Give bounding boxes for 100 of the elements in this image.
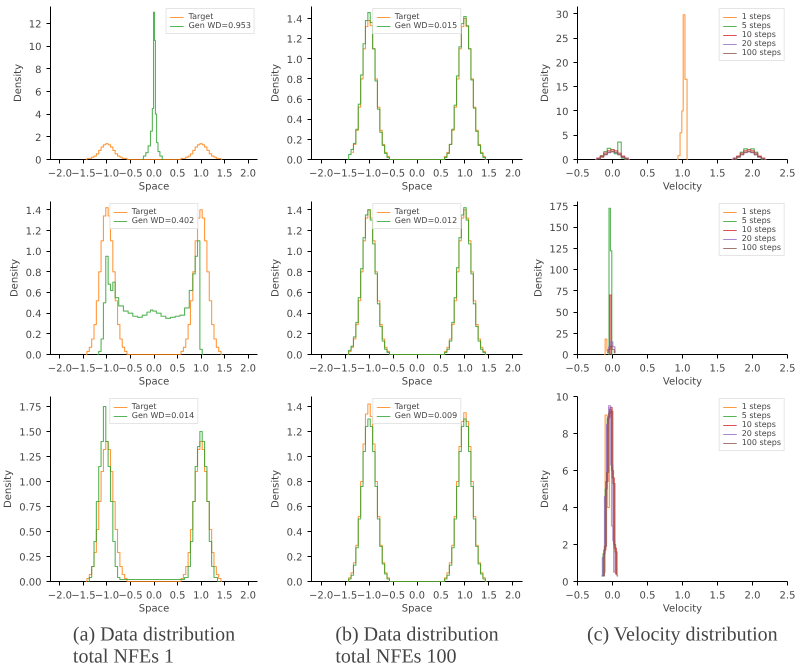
y-tick-label: 0.6 bbox=[26, 288, 42, 300]
legend-label: 10 steps bbox=[742, 30, 776, 39]
x-tick-label: −0.5 bbox=[380, 364, 406, 374]
x-axis-title: Velocity bbox=[662, 376, 702, 388]
legend-label: Gen WD=0.402 bbox=[132, 216, 194, 225]
legend-label: 100 steps bbox=[742, 48, 781, 57]
x-tick-label: 2.0 bbox=[504, 364, 521, 374]
x-tick-label: 0.5 bbox=[433, 168, 449, 180]
y-tick-label: 0.8 bbox=[286, 478, 303, 488]
y-tick-label: 0.0 bbox=[286, 156, 303, 166]
x-tick-label: 1.0 bbox=[193, 364, 209, 374]
x-tick-label: 2.0 bbox=[744, 364, 760, 374]
y-tick-label: 1.2 bbox=[286, 428, 303, 438]
x-tick-label: −0.5 bbox=[380, 590, 406, 602]
x-tick-label: −1.5 bbox=[332, 590, 358, 602]
y-tick-label: 1.4 bbox=[26, 206, 42, 217]
y-tick-label: 50 bbox=[556, 308, 569, 319]
x-tick-label: 1.0 bbox=[193, 590, 209, 602]
legend-label: Target bbox=[394, 207, 420, 216]
y-tick-label: 6 bbox=[35, 88, 42, 98]
x-tick-label: −1.5 bbox=[332, 168, 358, 180]
x-tick-label: 0.5 bbox=[640, 364, 656, 374]
y-tick-label: 25 bbox=[556, 34, 569, 46]
x-tick-label: 1.0 bbox=[193, 168, 209, 180]
legend-label: 5 steps bbox=[742, 21, 771, 30]
text: (b) Data distribution total NFEs 100 bbox=[335, 624, 499, 668]
legend-label: Target bbox=[394, 12, 420, 21]
y-axis-title: Density bbox=[12, 64, 24, 102]
x-axis-title: Space bbox=[402, 376, 432, 388]
x-tick-label: −1.0 bbox=[356, 364, 382, 374]
legend-label: Gen WD=0.953 bbox=[188, 21, 251, 30]
y-tick-label: 175 bbox=[549, 202, 569, 213]
y-tick-label: 75 bbox=[556, 286, 569, 298]
x-tick-label: 1.0 bbox=[457, 364, 473, 374]
legend-label: Gen WD=0.009 bbox=[394, 411, 458, 420]
x-axis-title: Space bbox=[402, 604, 432, 614]
x-tick-label: −1.0 bbox=[356, 168, 382, 180]
x-axis-title: Velocity bbox=[662, 182, 702, 192]
y-tick-label: 2 bbox=[562, 540, 569, 552]
y-tick-label: 10 bbox=[28, 42, 42, 54]
y-tick-label: 2 bbox=[35, 132, 42, 144]
y-tick-label: 5 bbox=[562, 131, 569, 142]
y-tick-label: 0.8 bbox=[26, 268, 42, 279]
x-tick-label: 1.0 bbox=[674, 168, 690, 180]
x-tick-label: −0.5 bbox=[565, 168, 590, 180]
y-tick-label: 1.0 bbox=[286, 452, 303, 464]
y-tick-label: 20 bbox=[556, 58, 569, 70]
y-tick-label: 4 bbox=[35, 110, 42, 122]
y-tick-label: 125 bbox=[549, 244, 569, 256]
x-tick-label: 1.5 bbox=[480, 590, 497, 602]
y-tick-label: 0.50 bbox=[19, 528, 42, 538]
y-tick-label: 0.75 bbox=[19, 502, 42, 514]
y-tick-label: 8 bbox=[562, 430, 569, 440]
text: (a) Data distribution total NFEs 1 bbox=[72, 624, 236, 668]
legend-label: 5 steps bbox=[742, 411, 771, 420]
y-tick-label: 0.2 bbox=[286, 135, 303, 146]
x-tick-label: −0.5 bbox=[565, 364, 590, 374]
legend-label: Gen WD=0.012 bbox=[394, 216, 458, 225]
y-tick-label: 0.0 bbox=[286, 578, 303, 588]
y-tick-label: 1.0 bbox=[286, 247, 303, 258]
y-axis-title: Density bbox=[540, 64, 551, 102]
y-tick-label: 0.25 bbox=[19, 552, 42, 564]
legend-label: 1 steps bbox=[742, 207, 771, 216]
x-tick-label: 0.0 bbox=[146, 590, 162, 602]
x-tick-label: 0.0 bbox=[604, 168, 620, 180]
x-tick-label: 2.5 bbox=[780, 364, 795, 374]
y-tick-label: 30 bbox=[556, 10, 569, 21]
y-tick-label: 0.00 bbox=[19, 578, 42, 588]
x-tick-label: −0.5 bbox=[380, 168, 406, 180]
y-axis-title: Density bbox=[10, 258, 21, 298]
y-tick-label: 0.2 bbox=[286, 330, 303, 341]
x-tick-label: 1.5 bbox=[480, 364, 497, 374]
legend-label: 1 steps bbox=[742, 12, 771, 21]
y-tick-label: 1.50 bbox=[19, 428, 42, 438]
x-tick-label: 0.5 bbox=[433, 590, 449, 602]
y-tick-label: 8 bbox=[35, 64, 42, 76]
y-tick-label: 0.6 bbox=[286, 502, 303, 514]
x-tick-label: 0.0 bbox=[409, 590, 425, 602]
x-tick-label: 1.5 bbox=[480, 168, 497, 180]
x-tick-label: 2.0 bbox=[240, 168, 256, 180]
x-tick-label: −1.0 bbox=[94, 168, 120, 180]
y-tick-label: 0 bbox=[35, 156, 42, 166]
x-tick-label: −1.5 bbox=[71, 168, 96, 180]
y-tick-label: 15 bbox=[556, 82, 569, 94]
x-tick-label: 0.5 bbox=[640, 168, 656, 180]
y-tick-label: 0.2 bbox=[286, 552, 303, 564]
y-tick-label: 1.00 bbox=[19, 478, 42, 488]
y-axis-title: Density bbox=[540, 470, 551, 508]
x-tick-label: 1.0 bbox=[457, 168, 473, 180]
y-tick-label: 0.4 bbox=[286, 309, 303, 320]
y-tick-label: 1.2 bbox=[26, 226, 42, 238]
y-axis-title: Density bbox=[270, 470, 282, 508]
y-tick-label: 1.75 bbox=[19, 402, 42, 414]
y-tick-label: 100 bbox=[549, 266, 569, 276]
legend-label: 10 steps bbox=[742, 225, 776, 234]
y-tick-label: 10 bbox=[556, 106, 569, 118]
x-tick-label: 2.0 bbox=[504, 168, 521, 180]
y-tick-label: 0.4 bbox=[286, 528, 303, 538]
legend-label: 1 steps bbox=[742, 402, 771, 411]
y-tick-label: 4 bbox=[562, 504, 569, 514]
